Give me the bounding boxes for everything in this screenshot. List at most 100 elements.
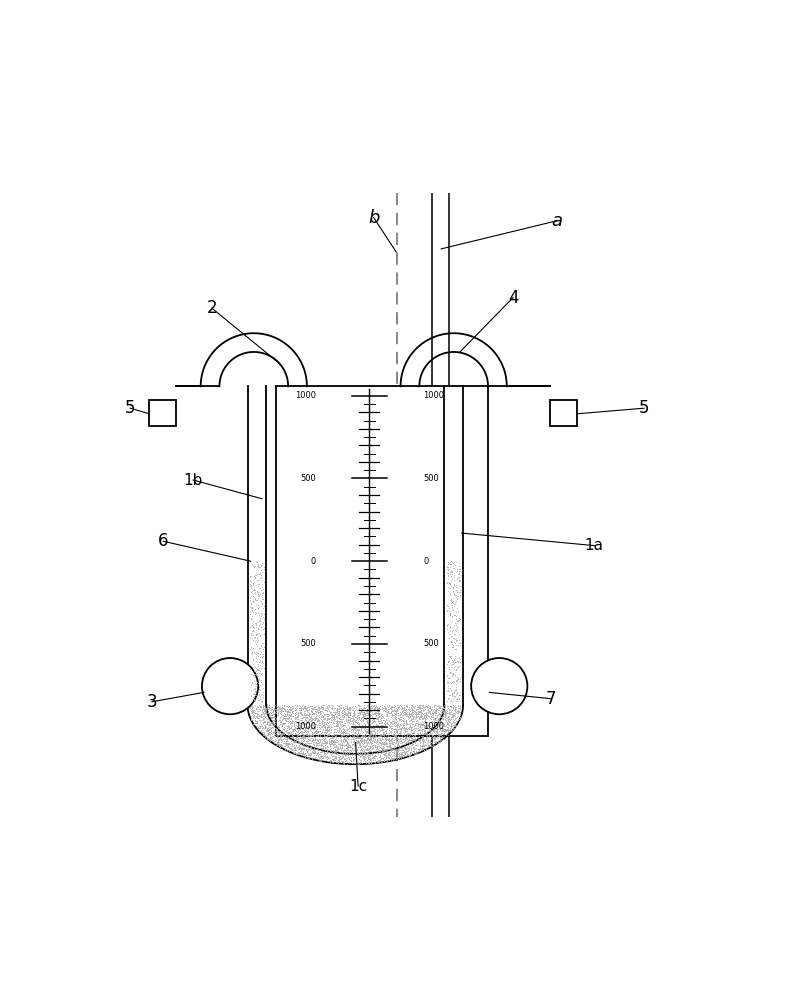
Point	[251, 668, 264, 684]
Point	[408, 735, 421, 751]
Point	[426, 714, 438, 730]
Point	[392, 751, 405, 767]
Point	[305, 700, 318, 716]
Point	[258, 720, 271, 736]
Point	[395, 733, 408, 749]
Point	[355, 717, 368, 733]
Point	[306, 733, 319, 749]
Point	[252, 665, 265, 681]
Point	[412, 701, 425, 717]
Point	[253, 708, 266, 724]
Point	[338, 717, 351, 733]
Point	[331, 720, 344, 736]
Point	[252, 697, 265, 713]
Point	[270, 701, 283, 717]
Point	[375, 742, 388, 758]
Point	[369, 710, 382, 726]
Point	[350, 739, 363, 755]
Point	[310, 719, 323, 735]
Point	[398, 731, 411, 747]
Point	[300, 727, 313, 743]
Point	[294, 698, 307, 714]
Point	[246, 593, 259, 609]
Point	[257, 610, 270, 626]
Point	[250, 707, 263, 723]
Point	[444, 577, 457, 593]
Point	[339, 733, 351, 749]
Point	[422, 703, 434, 719]
Point	[363, 755, 376, 771]
Point	[451, 669, 463, 685]
Point	[338, 756, 351, 772]
Point	[303, 706, 316, 722]
Point	[266, 720, 279, 736]
Point	[368, 729, 380, 745]
Point	[340, 752, 353, 768]
Point	[245, 574, 258, 590]
Point	[287, 744, 300, 760]
Point	[289, 725, 301, 741]
Point	[453, 709, 466, 725]
Point	[348, 707, 361, 723]
Point	[409, 717, 422, 733]
Point	[399, 723, 412, 739]
Point	[318, 718, 331, 734]
Point	[417, 697, 430, 713]
Point	[382, 744, 395, 760]
Point	[256, 555, 268, 571]
Point	[251, 632, 264, 648]
Point	[285, 713, 298, 729]
Point	[405, 730, 418, 746]
Point	[348, 721, 361, 737]
Point	[390, 732, 403, 748]
Point	[323, 741, 336, 757]
Point	[343, 699, 355, 715]
Point	[343, 701, 356, 717]
Point	[426, 727, 438, 743]
Point	[365, 750, 378, 766]
Point	[447, 639, 459, 655]
Point	[393, 712, 406, 728]
Point	[342, 708, 355, 724]
Point	[404, 726, 417, 742]
Point	[267, 716, 280, 732]
Point	[390, 703, 403, 719]
Point	[453, 674, 466, 690]
Point	[315, 707, 328, 723]
Point	[447, 656, 459, 672]
Point	[308, 712, 321, 728]
Point	[443, 718, 456, 734]
Point	[397, 747, 409, 763]
Point	[268, 701, 281, 717]
Point	[314, 700, 327, 716]
Point	[333, 720, 346, 736]
Point	[341, 711, 354, 727]
Point	[403, 732, 416, 748]
Point	[422, 723, 434, 739]
Point	[303, 698, 316, 714]
Point	[324, 712, 337, 728]
Point	[359, 706, 372, 722]
Point	[453, 570, 466, 586]
Point	[251, 692, 264, 708]
Point	[348, 725, 361, 741]
Point	[392, 721, 405, 737]
Point	[452, 658, 465, 674]
Point	[389, 705, 402, 721]
Point	[277, 719, 290, 735]
Point	[268, 706, 280, 722]
Point	[440, 715, 453, 731]
Point	[295, 745, 308, 761]
Point	[365, 732, 378, 748]
Point	[447, 713, 459, 729]
Point	[413, 700, 426, 716]
Point	[427, 728, 440, 744]
Point	[448, 717, 461, 733]
Point	[301, 699, 314, 715]
Point	[266, 701, 279, 717]
Point	[388, 728, 401, 744]
Point	[442, 691, 455, 707]
Point	[357, 749, 370, 765]
Point	[310, 706, 323, 722]
Point	[380, 712, 393, 728]
